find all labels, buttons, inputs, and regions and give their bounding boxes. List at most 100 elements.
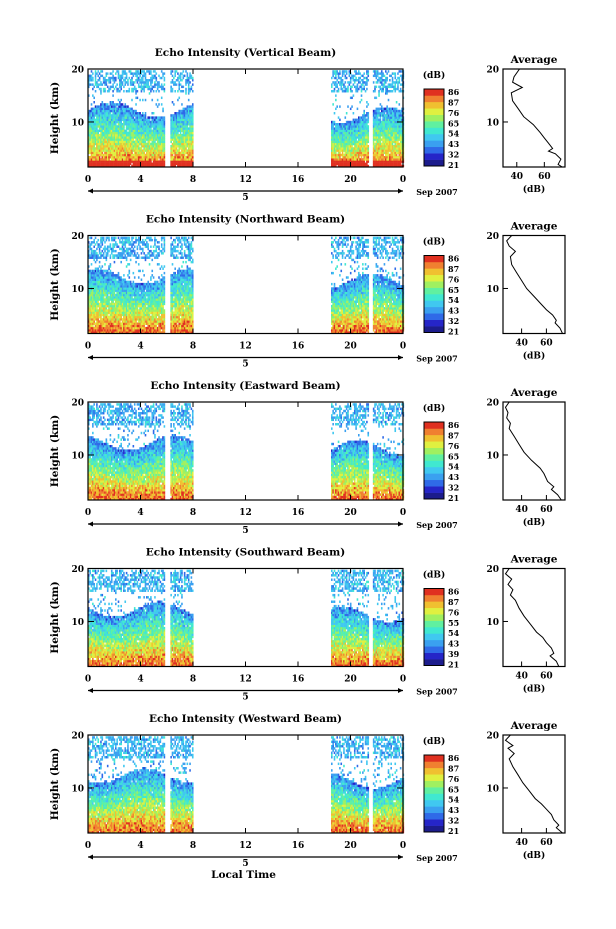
heatmap-cell xyxy=(183,109,186,113)
heatmap-cell xyxy=(386,142,388,146)
heatmap-cell xyxy=(363,151,365,155)
heatmap-cell xyxy=(380,70,383,73)
heatmap-cell xyxy=(364,116,367,119)
heatmap-cell xyxy=(191,105,194,108)
heatmap-cell xyxy=(185,123,187,126)
heatmap-cell xyxy=(109,120,112,124)
heatmap-cell xyxy=(119,134,121,137)
heatmap-cell xyxy=(98,118,101,122)
heatmap-cell xyxy=(163,313,166,317)
heatmap-cell xyxy=(131,136,133,139)
heatmap-cell xyxy=(345,134,348,137)
heatmap-cell xyxy=(93,138,95,141)
heatmap-cell xyxy=(391,156,394,159)
heatmap-cell xyxy=(332,103,334,106)
heatmap-cell xyxy=(139,160,141,163)
heatmap-cell xyxy=(140,160,143,163)
heatmap-cell xyxy=(376,114,379,117)
heatmap-cell xyxy=(178,87,181,91)
heatmap-cell xyxy=(336,127,338,130)
heatmap-cell xyxy=(367,156,370,159)
heatmap-cell xyxy=(187,162,190,166)
heatmap-cell xyxy=(140,156,143,159)
heatmap-cell xyxy=(104,114,106,117)
heatmap-cell xyxy=(171,145,174,148)
heatmap-cell xyxy=(112,114,114,117)
heatmap-cell xyxy=(163,318,166,321)
heatmap-cell xyxy=(129,129,132,133)
heatmap-cell xyxy=(356,85,359,89)
heatmap-cell xyxy=(116,153,118,157)
heatmap-cell xyxy=(173,140,175,144)
heatmap-cell xyxy=(353,74,356,78)
heatmap-cell xyxy=(191,145,194,148)
heatmap-cell xyxy=(345,120,348,124)
heatmap-cell xyxy=(351,138,353,141)
heatmap-cell xyxy=(372,129,375,133)
colorbar-swatch xyxy=(424,121,444,128)
heatmap-cell xyxy=(127,147,129,150)
heatmap-cell xyxy=(376,134,379,137)
heatmap-cell xyxy=(146,162,148,166)
heatmap-cell xyxy=(132,138,135,141)
heatmap-cell xyxy=(109,164,112,168)
heatmap-cell xyxy=(96,114,98,117)
heatmap-cell xyxy=(170,85,172,89)
heatmap-cell xyxy=(170,160,172,163)
heatmap-cell xyxy=(397,125,399,128)
heatmap-cell xyxy=(331,136,333,139)
heatmap-cell xyxy=(98,156,101,159)
heatmap-cell xyxy=(115,112,117,115)
heatmap-cell xyxy=(108,142,110,146)
heatmap-cell xyxy=(108,127,110,130)
heatmap-cell xyxy=(109,123,112,126)
heatmap-cell xyxy=(389,147,391,150)
heatmap-cell xyxy=(125,107,128,111)
heatmap-cell xyxy=(135,156,137,159)
heatmap-cell xyxy=(100,142,102,146)
heatmap-cell xyxy=(102,107,105,111)
heatmap-cell xyxy=(139,142,141,146)
heatmap-cell xyxy=(383,112,386,115)
heatmap-cell xyxy=(124,153,127,157)
heatmap-cell xyxy=(94,147,97,150)
heatmap-cell xyxy=(151,120,154,124)
heatmap-cell xyxy=(362,114,364,117)
heatmap-cell xyxy=(401,114,403,117)
heatmap-cell xyxy=(341,131,344,135)
heatmap-cell xyxy=(117,123,120,126)
heatmap-cell xyxy=(383,129,386,133)
heatmap-cell xyxy=(386,114,388,117)
heatmap-cell xyxy=(110,125,113,128)
heatmap-cell xyxy=(124,147,127,150)
heatmap-cell xyxy=(104,138,106,141)
heatmap-cell xyxy=(127,140,129,144)
heatmap-cell xyxy=(115,156,117,159)
heatmap-cell xyxy=(385,127,387,130)
heatmap-cell xyxy=(139,131,141,135)
heatmap-cell xyxy=(398,160,401,163)
heatmap-cell xyxy=(121,74,124,78)
heatmap-cell xyxy=(137,116,140,119)
heatmap-cell xyxy=(146,164,148,168)
heatmap-cell xyxy=(93,116,95,119)
heatmap-cell xyxy=(376,142,379,146)
heatmap-cell xyxy=(136,162,139,166)
heatmap-cell xyxy=(151,79,154,82)
heatmap-cell xyxy=(171,129,174,133)
heatmap-cell xyxy=(163,322,166,325)
heatmap-cell xyxy=(335,129,337,133)
heatmap-cell xyxy=(190,160,193,163)
heatmap-cell xyxy=(397,160,399,163)
heatmap-cell xyxy=(116,145,118,148)
heatmap-cell xyxy=(379,145,382,148)
heatmap-cell xyxy=(112,145,114,148)
heatmap-cell xyxy=(355,120,357,124)
heatmap-cell xyxy=(96,109,98,113)
heatmap-cell xyxy=(182,145,185,148)
heatmap-cell xyxy=(135,112,137,115)
heatmap-cell xyxy=(178,145,181,148)
heatmap-cell xyxy=(102,127,105,130)
heatmap-cell xyxy=(174,118,176,122)
heatmap-cell xyxy=(185,131,187,135)
